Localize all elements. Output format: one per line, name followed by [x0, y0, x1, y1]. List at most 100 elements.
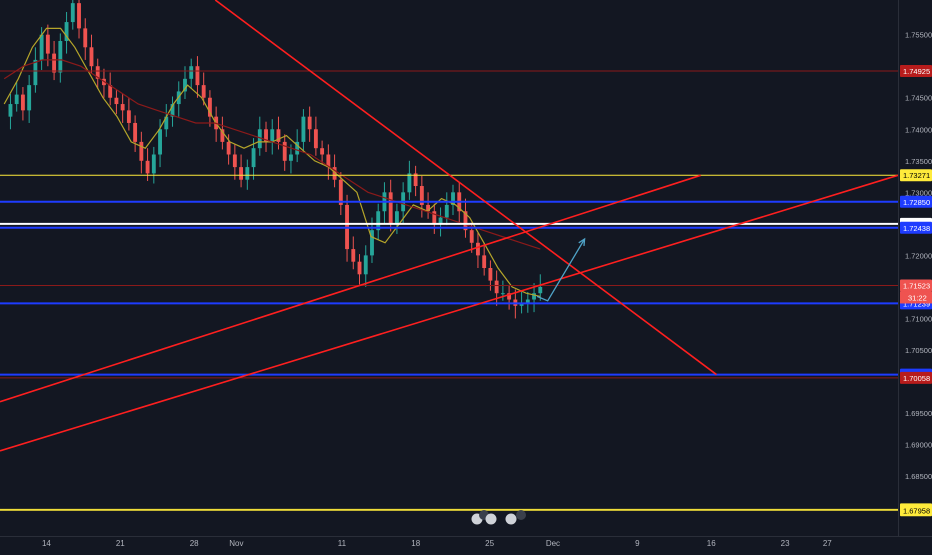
- candle-body: [170, 104, 175, 117]
- candle-body: [70, 3, 75, 23]
- event-marker-icon[interactable]: [516, 510, 526, 520]
- trendlines: [0, 0, 899, 452]
- projection-path[interactable]: [536, 238, 586, 302]
- candle-body: [488, 268, 493, 281]
- candle-body: [413, 173, 418, 187]
- candle-body: [114, 97, 119, 105]
- time-axis-ticks: 14 21 28 Nov 11 18 25 Dec 9 16 23 27: [42, 539, 832, 548]
- candle-body: [158, 129, 162, 155]
- price-tick-label: 1.72000: [905, 251, 932, 260]
- candle-body: [89, 47, 94, 67]
- candle-body: [426, 204, 431, 212]
- price-level-badge[interactable]: [900, 371, 932, 384]
- candle-body: [320, 148, 325, 155]
- candle-body: [313, 129, 318, 149]
- price-level-badge[interactable]: [900, 195, 932, 208]
- price-axis-panel: [898, 0, 932, 550]
- time-tick-label: 23: [781, 539, 790, 548]
- event-marker-icon[interactable]: [485, 513, 497, 525]
- candle-body: [126, 110, 131, 123]
- candle-body: [139, 141, 144, 161]
- candle-body: [444, 204, 449, 218]
- candle-body: [370, 230, 374, 256]
- candle-body: [494, 280, 499, 294]
- candle-body: [525, 299, 530, 303]
- candle-body: [301, 116, 306, 142]
- candle-body: [183, 78, 187, 92]
- price-level-label: 1.71239: [903, 299, 930, 308]
- candle-body: [363, 255, 368, 275]
- candle-body: [351, 249, 356, 262]
- time-tick-label: 28: [190, 539, 199, 548]
- candle-body: [289, 154, 293, 161]
- candle-body: [14, 94, 19, 105]
- price-level-label: 1.73271: [903, 171, 930, 180]
- price-tick-label: 1.73500: [905, 157, 932, 166]
- projection-arrow: [536, 237, 586, 302]
- event-markers[interactable]: [471, 510, 527, 525]
- candle-body: [419, 186, 424, 205]
- price-tick-label: 1.71000: [905, 314, 932, 323]
- candle-body: [432, 211, 437, 224]
- candle-body: [476, 242, 480, 256]
- price-tick-label: 1.73000: [905, 188, 932, 197]
- candle-body: [332, 167, 337, 180]
- event-marker-icon[interactable]: [505, 513, 517, 525]
- price-tick-label: 1.69000: [905, 441, 932, 450]
- candle-body: [438, 217, 443, 224]
- candle-body: [239, 167, 244, 180]
- price-level-lines: [0, 70, 898, 511]
- upper-channel-line[interactable]: [0, 174, 701, 403]
- candle-body: [220, 129, 225, 142]
- candle-body: [463, 211, 468, 231]
- candle-body: [189, 66, 194, 79]
- candle-body: [394, 211, 399, 224]
- candle-body: [245, 167, 250, 180]
- candle-body: [451, 192, 455, 205]
- candle-body: [500, 293, 505, 295]
- countdown-label: 31:22: [908, 293, 927, 302]
- candle-body: [282, 141, 287, 161]
- price-level-badge[interactable]: [900, 221, 932, 234]
- candle-body: [151, 154, 156, 174]
- candle-body: [207, 97, 212, 117]
- time-tick-label: 18: [411, 539, 420, 548]
- candle-body: [120, 104, 125, 111]
- time-axis-panel: [0, 536, 932, 550]
- price-tick-label: 1.70500: [905, 346, 932, 355]
- time-tick-label: 21: [116, 539, 125, 548]
- price-level-label: 1.72850: [903, 198, 930, 207]
- downtrend-line[interactable]: [214, 0, 717, 376]
- price-level-badges[interactable]: 1.749251.732711.728501.725001.724381.715…: [900, 64, 932, 517]
- candle-body: [307, 116, 312, 130]
- time-tick-label: 9: [635, 539, 640, 548]
- candle-body: [95, 66, 100, 79]
- candle-body: [39, 34, 44, 60]
- candle-body: [469, 230, 474, 243]
- price-level-badge[interactable]: [900, 504, 932, 517]
- candle-body: [33, 59, 38, 86]
- price-tick-label: 1.74000: [905, 125, 932, 134]
- candle-body: [27, 85, 32, 111]
- price-level-badge[interactable]: [900, 169, 932, 182]
- candle-body: [338, 179, 343, 205]
- candle-body: [270, 129, 275, 142]
- price-tick-label: 1.75500: [905, 31, 932, 40]
- candle-body: [388, 192, 393, 224]
- lower-channel-line[interactable]: [0, 174, 899, 452]
- candle-body: [45, 34, 50, 54]
- candle-body: [133, 122, 138, 142]
- time-tick-label: 16: [707, 539, 716, 548]
- candle-body: [357, 261, 362, 275]
- candle-body: [538, 286, 543, 294]
- price-level-badge[interactable]: [900, 64, 932, 77]
- price-level-label: 1.71523: [903, 281, 930, 290]
- price-tick-label: 1.68500: [905, 472, 932, 481]
- time-tick-label: Dec: [546, 539, 560, 548]
- price-level-badge[interactable]: [900, 279, 932, 292]
- price-level-label: 1.70058: [903, 374, 930, 383]
- projection-arrowhead: [578, 237, 586, 247]
- candle-body: [195, 66, 200, 86]
